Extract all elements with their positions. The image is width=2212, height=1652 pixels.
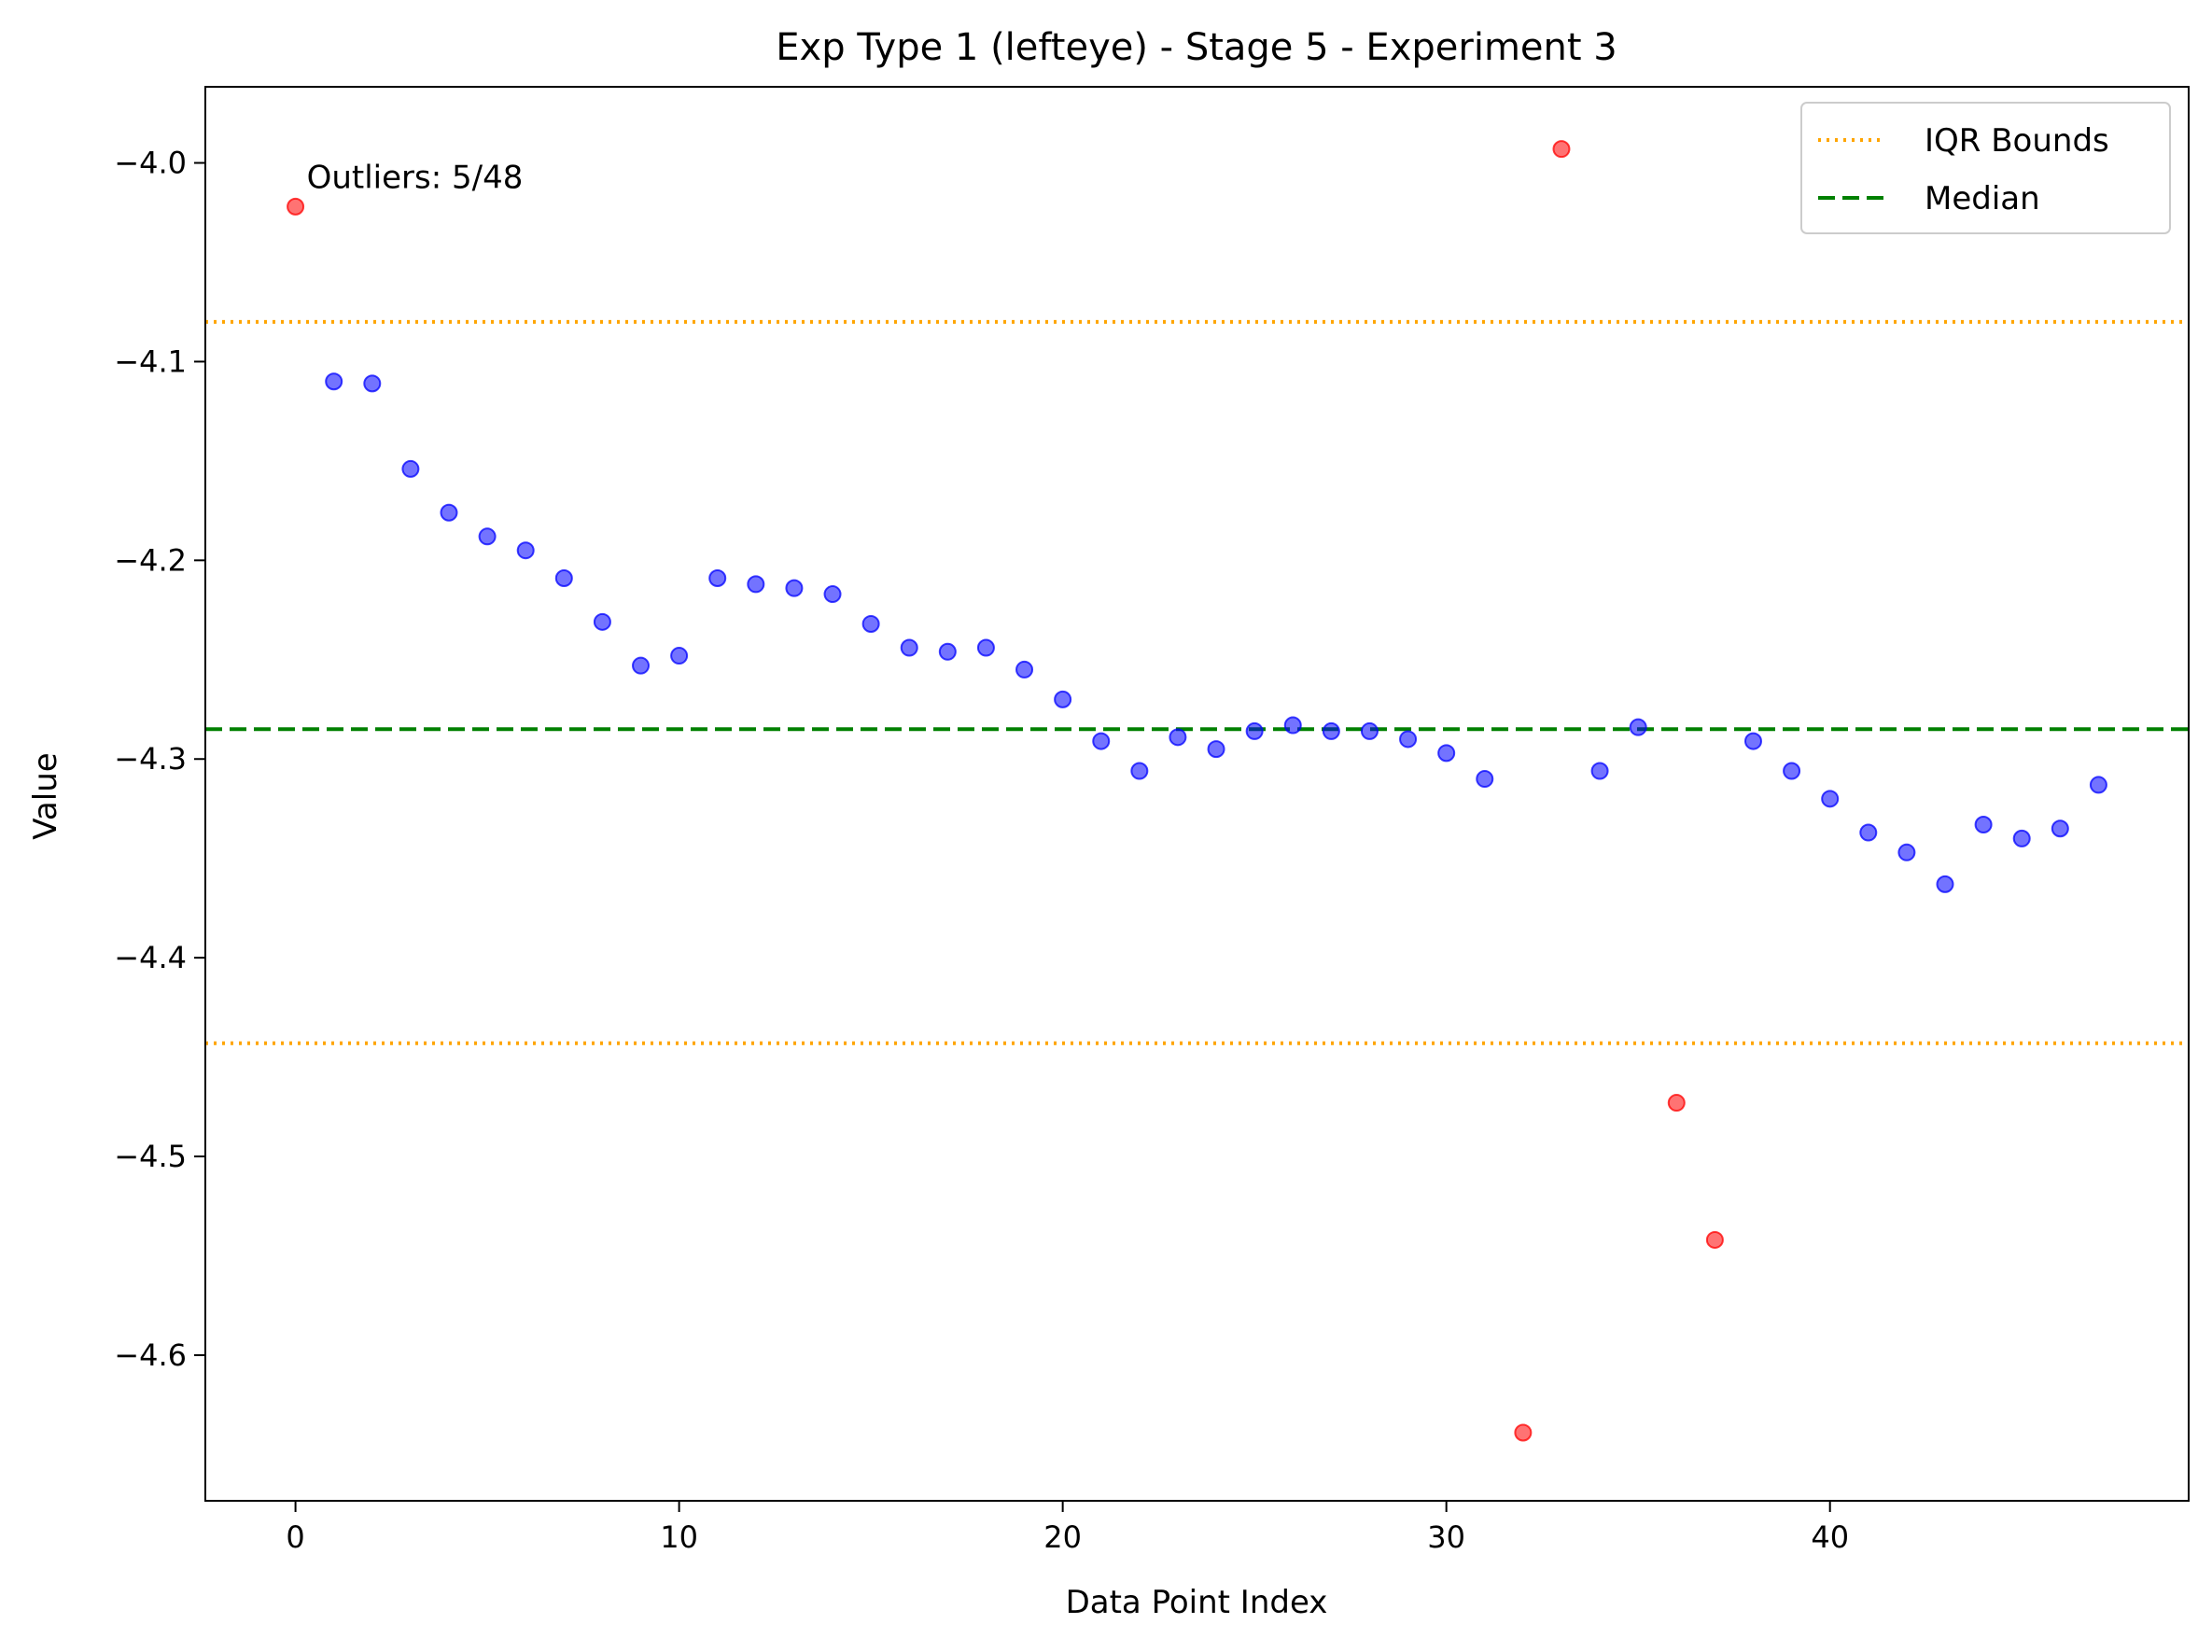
reference-lines — [205, 319, 2189, 1045]
outlier-point — [1667, 1094, 1686, 1113]
data-point — [1322, 721, 1340, 740]
x-axis-label: Data Point Index — [1066, 1584, 1328, 1621]
data-point — [632, 656, 651, 675]
data-point — [1476, 770, 1494, 789]
data-point — [1207, 740, 1225, 759]
x-tick-label: 30 — [1427, 1519, 1465, 1555]
data-point — [363, 374, 382, 393]
data-point — [1360, 721, 1379, 740]
data-point — [593, 612, 611, 631]
y-tick-label: −4.1 — [114, 343, 187, 379]
x-tick-label: 0 — [286, 1519, 304, 1555]
outlier-point — [1705, 1230, 1724, 1249]
data-point — [823, 585, 842, 604]
data-point — [1590, 762, 1609, 780]
data-point — [861, 614, 880, 633]
y-tick-label: −4.4 — [114, 940, 187, 975]
y-axis-label: Value — [27, 752, 64, 839]
data-point — [554, 569, 573, 588]
data-point — [1936, 875, 1954, 893]
y-tick-label: −4.5 — [114, 1139, 187, 1174]
data-point — [1783, 762, 1801, 780]
chart-title: Exp Type 1 (lefteye) - Stage 5 - Experim… — [776, 26, 1617, 69]
data-point — [1169, 728, 1187, 747]
data-point — [976, 638, 995, 657]
data-point — [747, 575, 765, 594]
legend-label: Median — [1925, 180, 2040, 217]
x-tick-label: 40 — [1811, 1519, 1849, 1555]
y-tick-label: −4.3 — [114, 741, 187, 777]
data-point — [670, 647, 689, 665]
legend-box — [1800, 102, 2171, 234]
data-point — [1283, 716, 1302, 735]
legend-label: IQR Bounds — [1925, 122, 2109, 160]
outlier-point — [1552, 140, 1571, 159]
data-point — [1092, 732, 1111, 750]
data-point — [2012, 829, 2031, 847]
y-tick-label: −4.6 — [114, 1337, 187, 1373]
data-point — [1743, 732, 1762, 750]
data-point — [325, 372, 343, 391]
data-point — [516, 541, 535, 560]
data-point — [1859, 823, 1878, 842]
data-point — [2089, 776, 2107, 794]
data-point — [785, 579, 804, 597]
outlier-count-annotation: Outliers: 5/48 — [307, 159, 524, 196]
data-point — [1015, 660, 1034, 679]
outlier-point — [1514, 1423, 1533, 1442]
x-tick-label: 20 — [1043, 1519, 1082, 1555]
data-point — [2051, 819, 2069, 838]
data-point — [1974, 815, 1993, 833]
x-tick-label: 10 — [660, 1519, 698, 1555]
data-point — [708, 569, 727, 588]
data-point — [1399, 730, 1418, 749]
data-point — [938, 642, 957, 661]
data-point — [1245, 721, 1264, 740]
data-point — [1897, 843, 1916, 861]
data-point — [1629, 718, 1647, 736]
y-tick-label: −4.2 — [114, 542, 187, 578]
outlier-point — [287, 197, 305, 216]
y-axis-ticks: −4.0 −4.1 −4.2 −4.3 −4.4 −4.5 −4.6 — [114, 146, 205, 1373]
data-points — [287, 140, 2107, 1442]
data-point — [1437, 744, 1456, 763]
data-point — [478, 527, 497, 546]
data-point — [1821, 790, 1840, 808]
plot-area-frame — [204, 86, 2190, 1502]
legend: IQR Bounds Median — [1800, 102, 2171, 234]
y-tick-label: −4.0 — [114, 146, 187, 181]
data-point — [1130, 762, 1149, 780]
data-point — [440, 503, 458, 522]
data-point — [1054, 690, 1072, 708]
data-point — [900, 638, 918, 657]
x-axis-ticks: 0 10 20 30 40 — [286, 1501, 1849, 1555]
data-point — [401, 459, 420, 478]
